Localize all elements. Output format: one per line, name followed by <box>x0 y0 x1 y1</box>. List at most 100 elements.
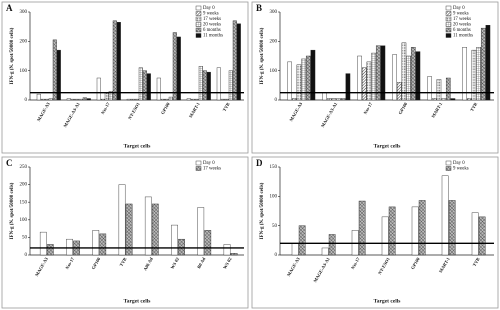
y-tick-label: 50 <box>272 224 278 229</box>
bar <box>476 47 481 101</box>
legend-swatch <box>195 16 202 22</box>
x-tick-label: WS 02 <box>169 256 180 270</box>
bar <box>198 66 203 101</box>
legend-swatch <box>445 166 452 171</box>
bar <box>345 73 351 101</box>
y-axis-label: IFN-g (N. spot/50000 cells) <box>260 27 265 84</box>
legend-label: 17 weeks <box>453 17 471 22</box>
bar <box>168 96 173 101</box>
bar <box>411 206 419 256</box>
legend-swatch <box>195 160 202 166</box>
x-tick-label: MAGE-A3 <box>36 101 51 122</box>
bar <box>40 98 45 101</box>
legend-label: 9 weeks <box>203 12 219 17</box>
bar <box>172 32 177 101</box>
legend-label: Day 0 <box>453 161 465 166</box>
legend-label: 11 months <box>453 34 473 39</box>
bar <box>164 98 169 101</box>
bar <box>401 42 407 101</box>
legend-label: Day 0 <box>203 6 215 11</box>
bar <box>112 20 117 101</box>
bar <box>160 98 165 101</box>
bar <box>287 61 292 101</box>
panel-letter: A <box>6 3 13 13</box>
bar <box>441 98 446 101</box>
legend-label: 17 weeks <box>203 167 221 172</box>
x-tick-label: GP100 <box>410 256 421 270</box>
bar <box>328 234 336 256</box>
bar <box>340 98 346 101</box>
panel-frame <box>251 156 499 309</box>
x-tick-label: MART-1 <box>188 101 201 119</box>
bar <box>331 98 337 101</box>
bar <box>56 49 61 101</box>
bar <box>358 200 366 256</box>
legend-label: 9 weeks <box>453 12 469 17</box>
bar <box>151 203 159 256</box>
bar <box>118 184 126 256</box>
panel: B 0 100 200 300 IFN-g (N. spot/50000 cells) MA… <box>251 1 499 154</box>
panel-letter: D <box>256 158 263 168</box>
x-tick-label: TYR <box>222 101 231 112</box>
bar <box>144 196 152 256</box>
bar <box>380 45 386 101</box>
bar <box>375 45 381 101</box>
bar <box>178 238 185 256</box>
bar <box>466 98 472 101</box>
bar <box>406 55 411 101</box>
legend-swatch <box>445 16 452 22</box>
legend-label: 11 months <box>203 34 223 39</box>
x-tick-label: B0 Ad <box>196 256 207 269</box>
x-tick-label: A06 Ad <box>142 256 154 271</box>
bar <box>202 70 207 101</box>
bar <box>176 36 181 101</box>
bar <box>216 67 221 101</box>
bar <box>70 98 75 101</box>
bar <box>39 231 47 256</box>
bar <box>436 79 442 101</box>
legend-swatch <box>195 27 202 33</box>
bar <box>298 225 306 256</box>
y-tick-label: 200 <box>20 183 28 188</box>
x-tick-label: NY-ESO1 <box>377 256 391 275</box>
y-tick-label: 0 <box>275 253 278 258</box>
bar <box>388 206 396 256</box>
panel-letter: B <box>256 3 262 13</box>
y-tick-label: 300 <box>20 10 28 15</box>
legend-label: 9 weeks <box>453 167 469 172</box>
bar <box>100 98 105 101</box>
bar <box>190 98 195 101</box>
y-tick-label: 200 <box>270 39 278 44</box>
legend-label: Day 0 <box>203 161 215 166</box>
y-tick-label: 0 <box>25 253 28 258</box>
x-tick-label: MAGE-A3 <box>286 256 301 277</box>
bar <box>431 98 437 101</box>
bar <box>74 98 79 101</box>
bar <box>296 64 302 101</box>
y-tick-label: 100 <box>270 69 278 74</box>
bar <box>471 212 479 256</box>
bar <box>326 98 332 101</box>
bar <box>66 238 73 256</box>
panel: C 0 50 100 150 200 250 IFN-g (N. spot/50000 cel… <box>1 156 249 309</box>
y-axis-label: IFN-g (N. spot/50000 cells) <box>260 182 265 239</box>
y-tick-label: 50 <box>22 236 28 241</box>
bar <box>52 39 57 101</box>
bar <box>116 22 121 101</box>
x-tick-label: TYR <box>469 101 478 112</box>
x-tick-label: MAGE-A3-A1 <box>62 101 81 128</box>
bar <box>448 200 456 256</box>
y-tick-label: 150 <box>270 165 278 170</box>
legend-swatch <box>445 33 452 38</box>
x-tick-label: MAGE-A3 <box>34 256 49 277</box>
y-tick-label: 250 <box>20 165 28 170</box>
x-tick-label: MART-1 <box>430 101 443 119</box>
bar <box>92 230 100 256</box>
bar <box>36 93 41 101</box>
x-tick-label: MAGE-A3 <box>288 101 303 122</box>
x-tick-label: GP100 <box>160 101 171 115</box>
bar <box>194 98 199 101</box>
bar <box>291 98 297 101</box>
bar <box>336 98 341 101</box>
